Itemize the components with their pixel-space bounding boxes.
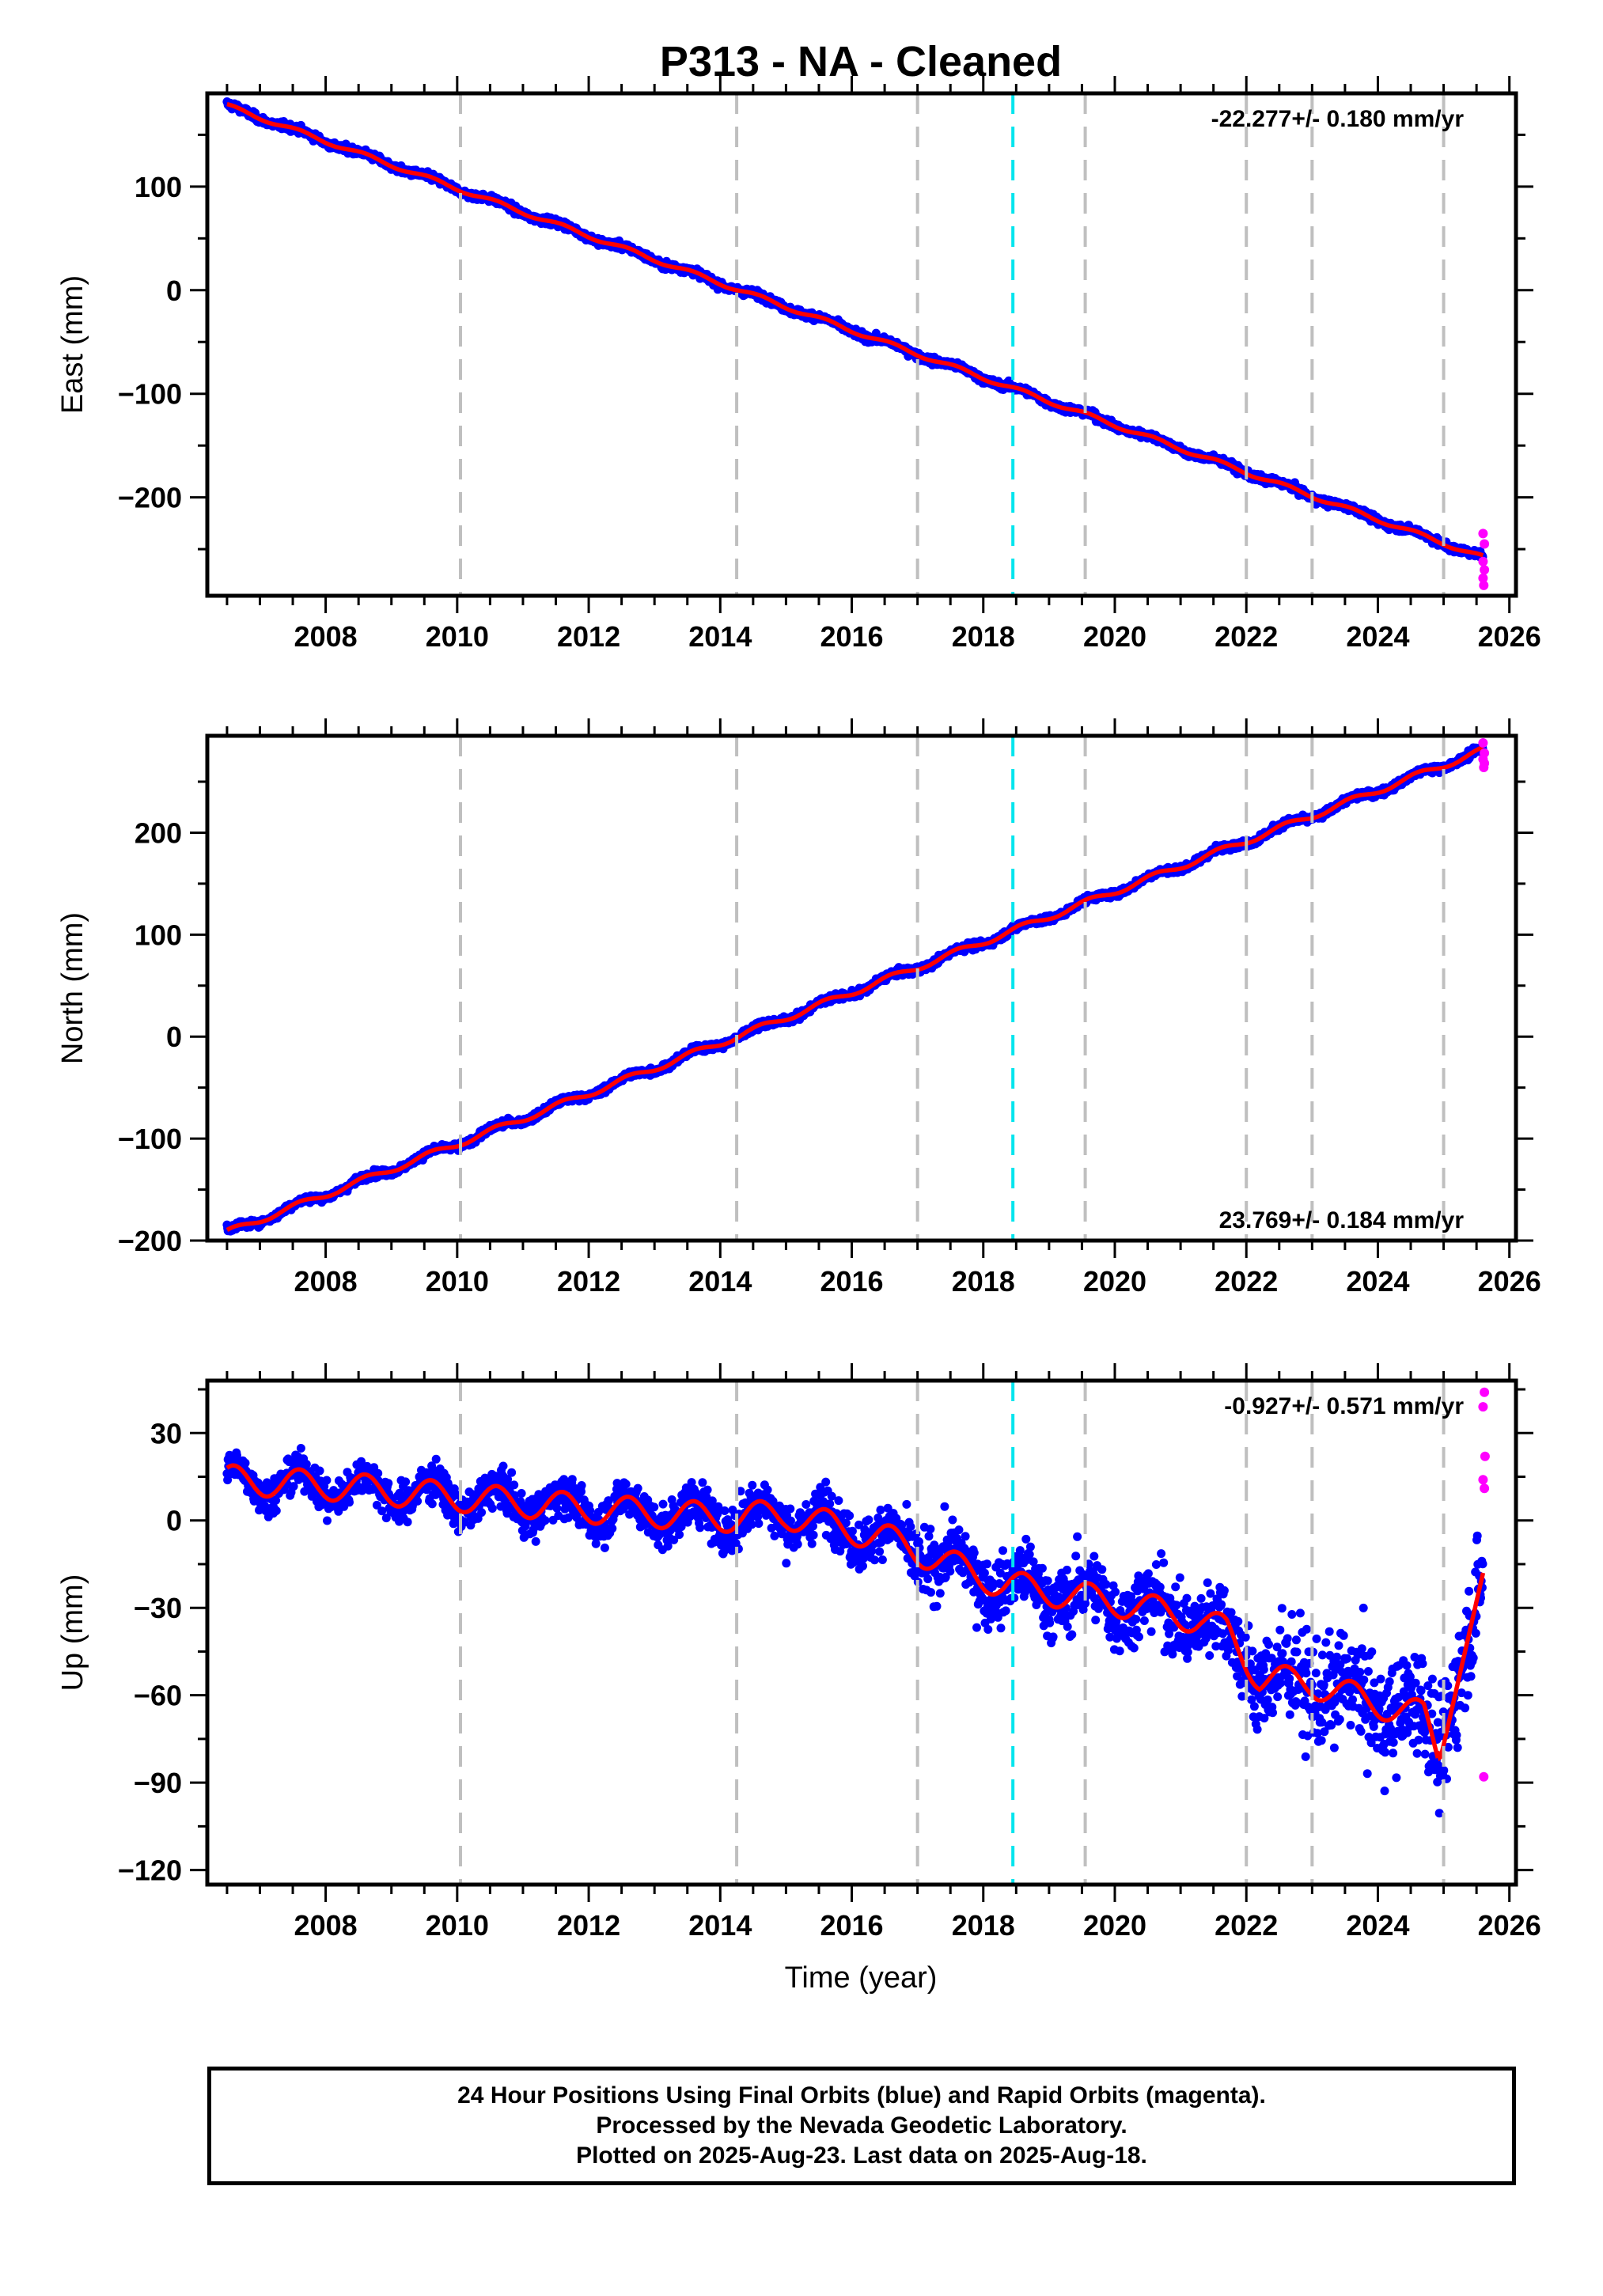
east-y-tick-label: 0 (166, 275, 182, 307)
east-x-tick-label: 2026 (1478, 620, 1541, 653)
east-y-tick-label: −200 (118, 482, 182, 514)
north-scatter-layer (222, 738, 1490, 1236)
east-y-tick-label: −100 (118, 378, 182, 411)
east-scatter-layer (222, 97, 1490, 590)
east-rapid-point (1480, 539, 1490, 549)
east-y-axis-label: East (mm) (56, 275, 89, 414)
east-x-tick-label: 2016 (820, 620, 883, 653)
east-rapid-point (1480, 565, 1490, 575)
gps-timeseries-figure: P313 - NA - Cleaned 2008 2010 2012 2014 2016… (56, 38, 1541, 1995)
east-panel: 2008 2010 2012 2014 2016 2018 2020 2022 2024 2026… (56, 76, 1541, 653)
east-event-lines (458, 93, 1446, 596)
east-rapid-point (1478, 529, 1488, 539)
east-x-tick-label: 2022 (1215, 620, 1278, 653)
east-x-tick-label: 2012 (557, 620, 620, 653)
north-panel: 2008 2010 2012 2014 2016 2018 2020 2022 2024 2026… (56, 718, 1541, 1298)
east-rapid-point (1478, 556, 1488, 566)
east-x-tick-label: 2020 (1083, 620, 1146, 653)
east-axes: 2008 2010 2012 2014 2016 2018 2020 2022 2024 2026… (118, 76, 1541, 653)
east-x-tick-label: 2018 (952, 620, 1015, 653)
east-x-tick-label: 2014 (688, 620, 752, 653)
east-y-tick-label: 100 (135, 171, 182, 203)
figure-title: P313 - NA - Cleaned (660, 38, 1062, 85)
east-x-tick-label: 2024 (1346, 620, 1409, 653)
east-x-tick-label: 2008 (294, 620, 358, 653)
east-rate-label: -22.277+/- 0.180 mm/yr (1211, 106, 1465, 132)
east-x-tick-label: 2010 (426, 620, 489, 653)
east-rapid-point (1479, 580, 1489, 590)
